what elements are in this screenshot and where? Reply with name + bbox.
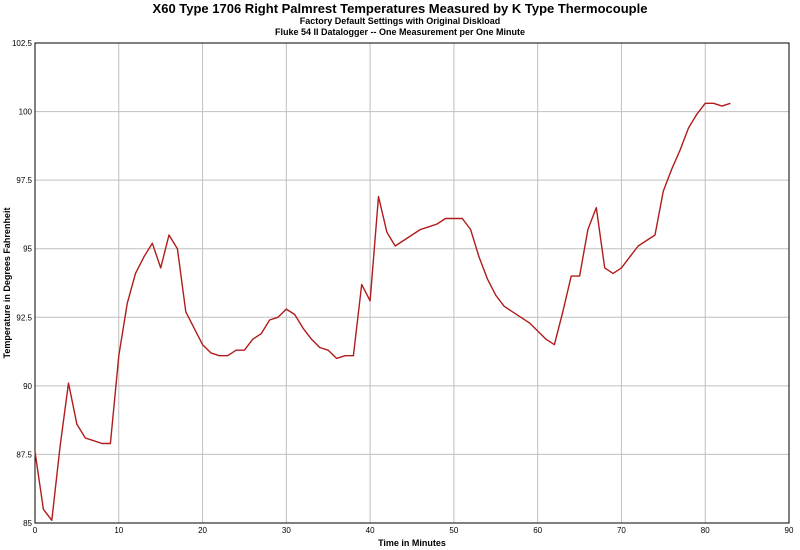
y-tick-label: 102.5 [12,39,33,48]
y-tick-label: 92.5 [16,313,32,322]
x-tick-label: 10 [114,526,123,535]
chart-title: X60 Type 1706 Right Palmrest Temperature… [152,1,648,16]
plot-area [34,42,790,524]
series-layer [34,102,731,521]
y-tick-label: 95 [23,245,32,254]
x-tick-label: 50 [449,526,458,535]
y-tick-label: 97.5 [16,176,32,185]
y-tick-label: 87.5 [16,450,32,459]
y-axis-label: Temperature in Degrees Fahrenheit [2,208,12,359]
x-tick-label: 70 [617,526,626,535]
chart-subtitle-1: Factory Default Settings with Original D… [299,16,501,26]
series-line [34,102,731,521]
y-tick-label: 100 [19,108,33,117]
x-tick-label: 30 [282,526,291,535]
chart-titles: X60 Type 1706 Right Palmrest Temperature… [0,0,800,38]
grid-layer [35,43,789,523]
x-tick-label: 20 [198,526,207,535]
x-tick-label: 60 [533,526,542,535]
y-tick-label: 90 [23,382,32,391]
chart-subtitle-2: Fluke 54 II Datalogger -- One Measuremen… [274,27,526,37]
x-tick-label: 40 [366,526,375,535]
tick-labels: 0 10 20 30 40 50 60 70 80 90 85 87.5 90 92.5 95 97.5 100… [12,39,794,535]
x-tick-label: 90 [785,526,794,535]
y-tick-label: 85 [23,519,32,528]
x-axis-label: Time in Minutes [378,538,446,548]
x-tick-label: 0 [33,526,38,535]
x-tick-label: 80 [701,526,710,535]
